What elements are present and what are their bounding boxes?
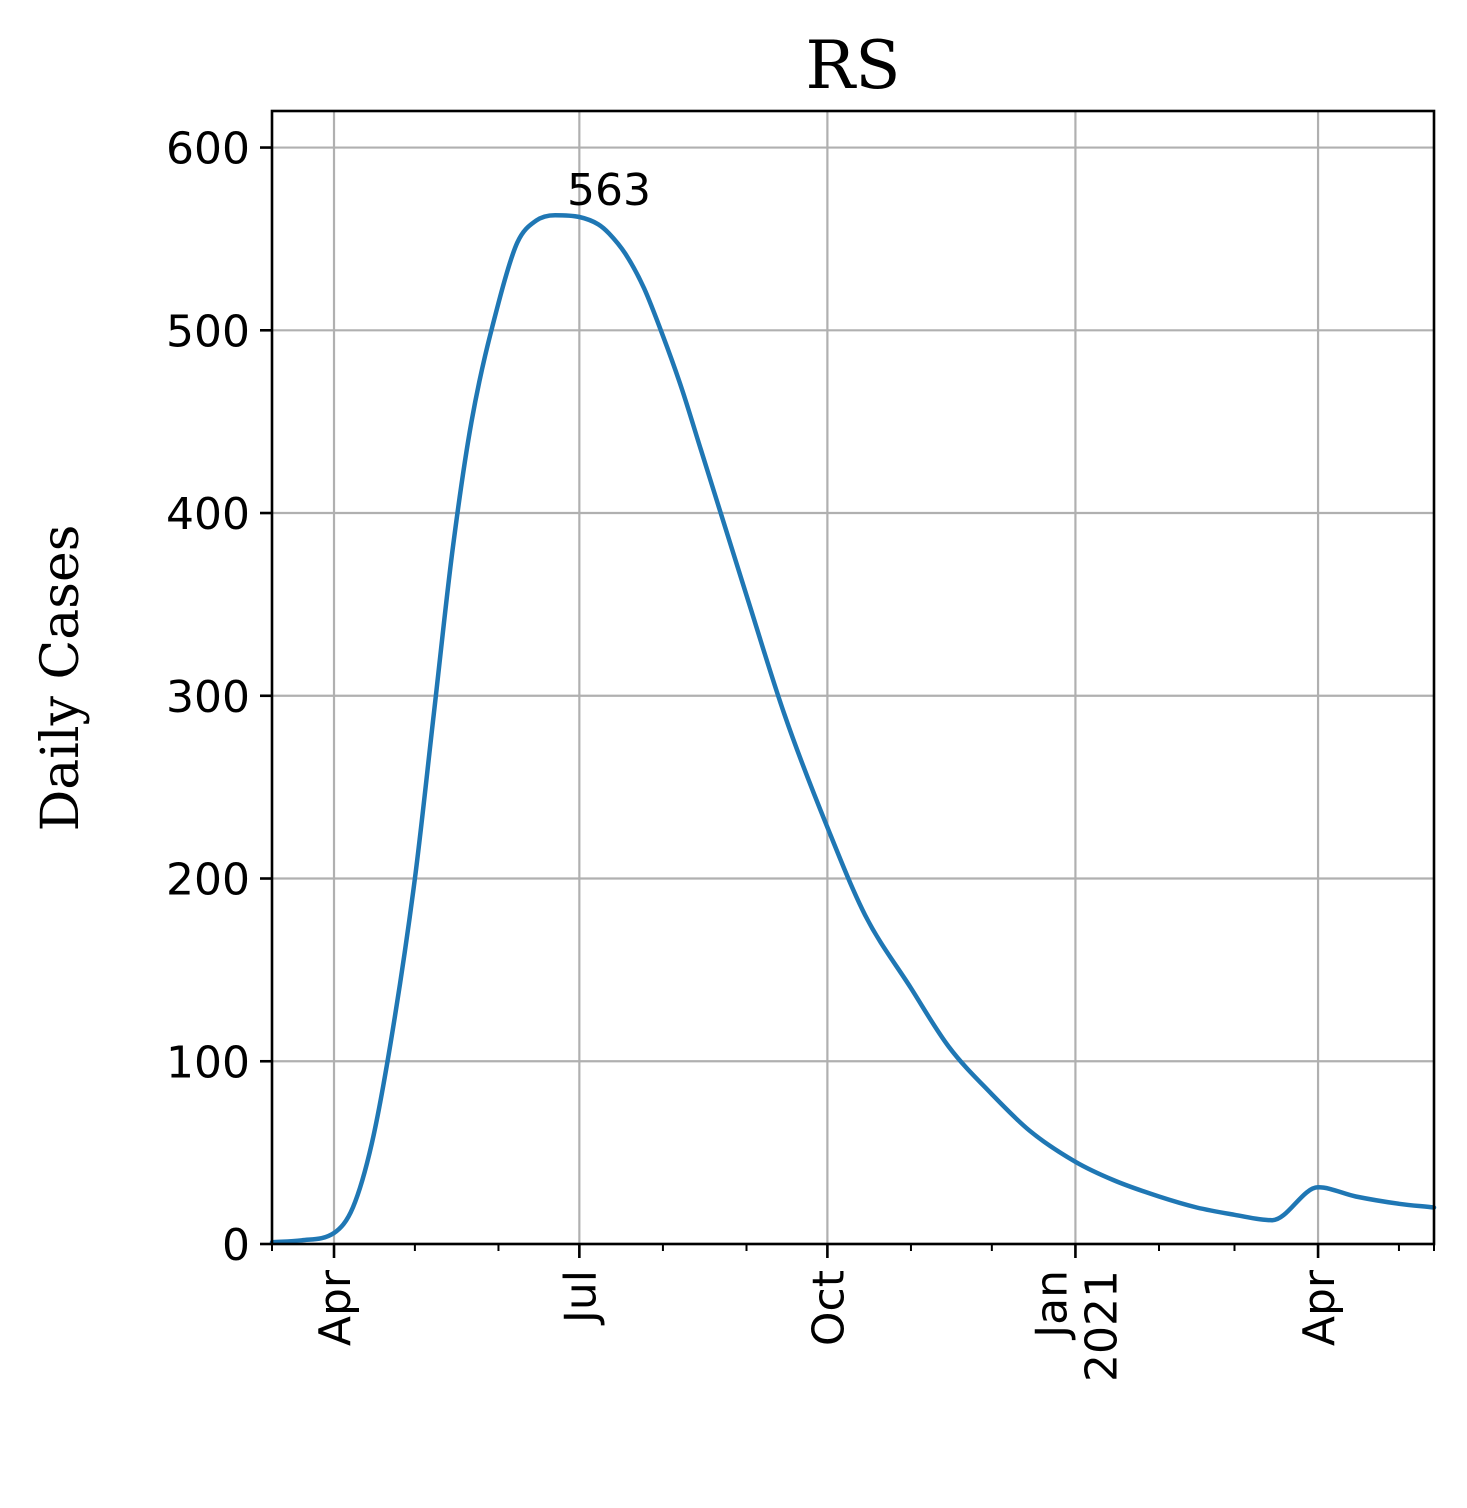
x-axis-ticks: Apr Jul Oct Jan2021 Apr [271,1244,1435,1382]
x-tick-label: Apr [1294,1269,1345,1346]
y-tick-label: 200 [166,855,250,906]
x-tick-label: Jul [555,1270,606,1326]
grid-lines [272,111,1434,1246]
daily-cases-line [269,212,1437,1245]
x-tick-label: Jan2021 [1026,1270,1127,1382]
y-tick-label: 100 [166,1037,250,1088]
annotation-layer: 563 [567,165,651,216]
y-tick-label: 500 [166,306,250,357]
y-tick-label: 600 [166,124,250,175]
y-axis-label: Daily Cases [31,525,91,832]
series-layer [269,212,1437,1245]
peak-annotation: 563 [567,165,651,216]
y-tick-label: 0 [222,1220,250,1271]
x-tick-label: Oct [803,1270,854,1346]
chart-title: RS [806,27,901,104]
y-tick-label: 400 [166,489,250,540]
plot-frame [270,109,1436,1246]
y-axis-ticks: 0 100 200 300 400 500 600 [166,124,272,1271]
x-tick-label: Apr [310,1269,361,1346]
y-tick-label: 300 [166,672,250,723]
